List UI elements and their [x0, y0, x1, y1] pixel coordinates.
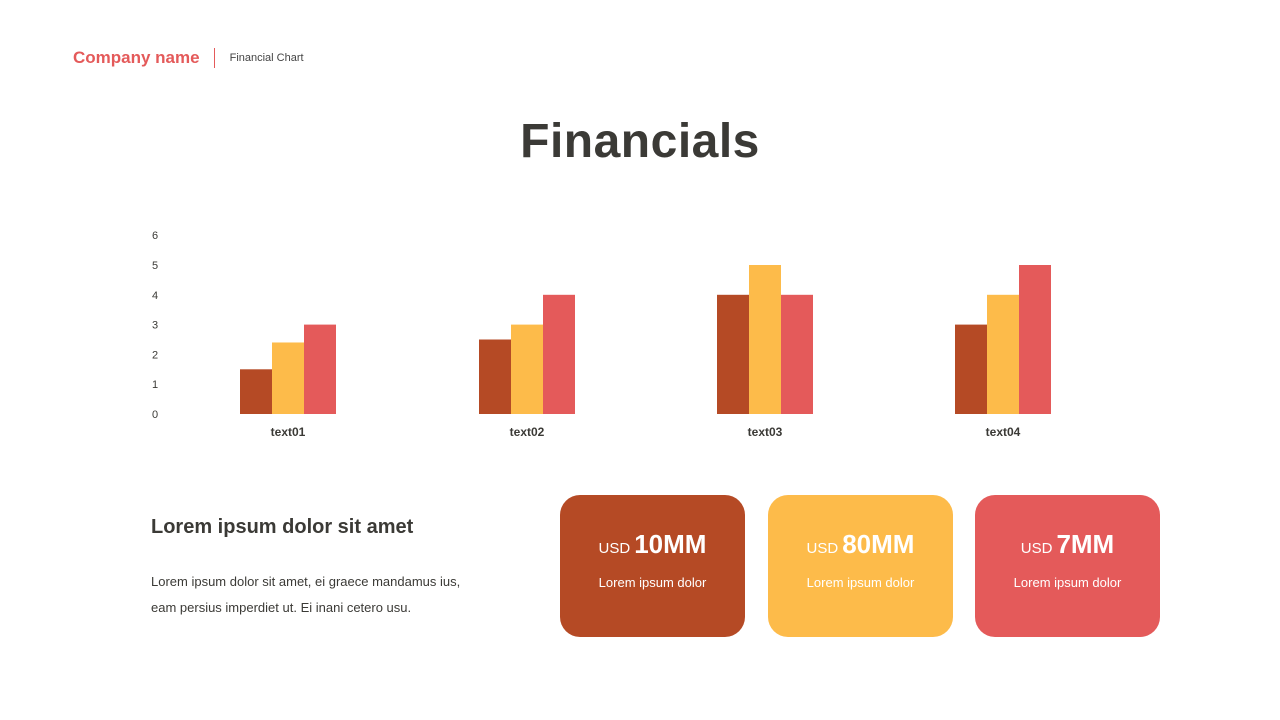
x-tick-label: text01: [271, 425, 306, 439]
y-tick-label: 3: [152, 320, 158, 332]
kpi-card-2-label: Lorem ipsum dolor: [806, 575, 915, 590]
header: Company name Financial Chart: [73, 46, 304, 70]
y-tick-label: 0: [152, 409, 158, 421]
kpi-card-1-prefix: USD: [598, 540, 631, 557]
x-tick-label: text02: [510, 425, 545, 439]
kpi-card-3-prefix: USD: [1020, 540, 1053, 557]
bar-text01-series2: [272, 342, 304, 414]
kpi-card-3-label: Lorem ipsum dolor: [1013, 575, 1122, 590]
bar-text04-series1: [955, 324, 987, 414]
kpi-card-1: USD 10MM Lorem ipsum dolor: [560, 495, 745, 637]
bar-text04-series2: [987, 294, 1019, 414]
kpi-card-3-value: 7MM: [1056, 529, 1115, 559]
bar-text02-series2: [511, 324, 543, 414]
y-tick-label: 5: [152, 260, 158, 272]
kpi-card-1-value: 10MM: [634, 529, 707, 559]
kpi-card-2-value: 80MM: [842, 529, 915, 559]
bar-text02-series1: [479, 339, 511, 414]
y-tick-label: 4: [152, 290, 158, 302]
bar-text01-series1: [240, 369, 272, 414]
bar-text02-series3: [543, 294, 575, 414]
bar-text03-series2: [749, 265, 781, 414]
kpi-card-1-label: Lorem ipsum dolor: [598, 575, 707, 590]
summary-body: Lorem ipsum dolor sit amet, ei graece ma…: [151, 574, 461, 615]
y-tick-label: 6: [152, 230, 158, 242]
bar-text03-series3: [781, 294, 813, 414]
kpi-card-3: USD 7MM Lorem ipsum dolor: [975, 495, 1160, 637]
company-name: Company name: [73, 48, 200, 67]
bar-text04-series3: [1019, 265, 1051, 414]
header-subtitle: Financial Chart: [229, 52, 304, 64]
page-title: Financials: [520, 115, 760, 168]
y-tick-label: 2: [152, 349, 158, 361]
x-tick-label: text03: [748, 425, 783, 439]
bar-text03-series1: [717, 294, 749, 414]
summary-heading: Lorem ipsum dolor sit amet: [151, 516, 414, 538]
bar-text01-series3: [304, 324, 336, 414]
kpi-card-2: USD 80MM Lorem ipsum dolor: [768, 495, 953, 637]
y-tick-label: 1: [152, 379, 158, 391]
bar-chart: 0 1 2 3 4 5 6 text01 text02 text03 text04: [152, 230, 1051, 439]
kpi-card-2-prefix: USD: [806, 540, 839, 557]
x-tick-label: text04: [986, 425, 1021, 439]
header-divider: [213, 48, 215, 68]
